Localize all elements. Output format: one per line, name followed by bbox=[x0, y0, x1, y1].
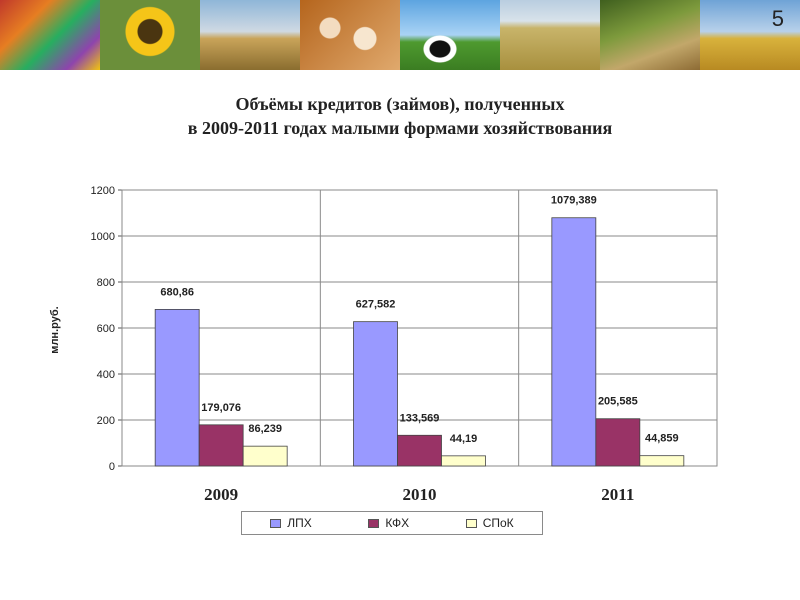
data-label: 86,239 bbox=[248, 423, 282, 435]
data-label: 133,569 bbox=[400, 412, 440, 424]
y-tick-label: 1200 bbox=[91, 185, 115, 197]
data-label: 44,859 bbox=[645, 433, 679, 445]
legend-swatch-spok bbox=[465, 518, 477, 528]
legend-item-lph: ЛПХ bbox=[270, 516, 312, 530]
x-category-label: 2010 bbox=[403, 485, 437, 504]
legend-label-lph: ЛПХ bbox=[287, 516, 312, 530]
legend-item-spok: СПоК bbox=[465, 516, 514, 530]
legend-item-kfh: КФХ bbox=[368, 516, 409, 530]
data-label: 680,86 bbox=[160, 286, 194, 298]
y-tick-label: 0 bbox=[109, 461, 115, 473]
title-line-1: Объёмы кредитов (займов), полученных bbox=[235, 94, 565, 114]
field-image bbox=[500, 0, 600, 70]
legend-label-kfh: КФХ bbox=[385, 516, 410, 530]
bar-КФХ-2011 bbox=[595, 418, 641, 467]
wheat-image bbox=[200, 0, 300, 70]
data-label: 205,585 bbox=[598, 396, 638, 408]
data-label: 627,582 bbox=[356, 299, 396, 311]
combine-image bbox=[700, 0, 800, 70]
legend-swatch-kfh bbox=[368, 518, 380, 528]
bar-СПоК-2009 bbox=[242, 445, 288, 467]
title-line-2: в 2009-2011 годах малыми формами хозяйст… bbox=[187, 118, 613, 138]
eggs-image bbox=[300, 0, 400, 70]
y-tick-label: 800 bbox=[97, 277, 115, 289]
onions-image bbox=[600, 0, 700, 70]
bar-КФХ-2010 bbox=[397, 434, 442, 467]
y-tick-label: 400 bbox=[97, 369, 115, 381]
cows-image bbox=[400, 0, 500, 70]
x-category-label: 2011 bbox=[601, 485, 634, 504]
bar-ЛПХ-2010 bbox=[353, 321, 398, 467]
legend-label-spok: СПоК bbox=[482, 516, 514, 530]
data-label: 1079,389 bbox=[551, 195, 597, 207]
bar-ЛПХ-2011 bbox=[551, 217, 597, 467]
y-tick-label: 200 bbox=[97, 415, 115, 427]
data-label: 179,076 bbox=[201, 402, 241, 414]
bar-СПоК-2011 bbox=[639, 455, 685, 467]
legend-swatch-lph bbox=[270, 518, 282, 528]
slide-number: 5 bbox=[771, 6, 784, 31]
y-tick-label: 600 bbox=[97, 323, 115, 335]
photo-banner bbox=[0, 0, 800, 70]
chart-legend: ЛПХ КФХ СПоК bbox=[241, 511, 543, 535]
bar-ЛПХ-2009 bbox=[154, 309, 200, 467]
y-tick-label: 1000 bbox=[91, 231, 115, 243]
bar-КФХ-2009 bbox=[198, 424, 244, 467]
chart-title: Объёмы кредитов (займов), полученных в 2… bbox=[0, 92, 800, 140]
data-label: 44,19 bbox=[450, 433, 478, 445]
y-axis-label: млн.руб. bbox=[49, 306, 61, 354]
sunflower-image bbox=[100, 0, 200, 70]
x-category-label: 2009 bbox=[204, 485, 238, 504]
fruits-vegetables-image bbox=[0, 0, 100, 70]
bar-СПоК-2010 bbox=[441, 455, 486, 467]
